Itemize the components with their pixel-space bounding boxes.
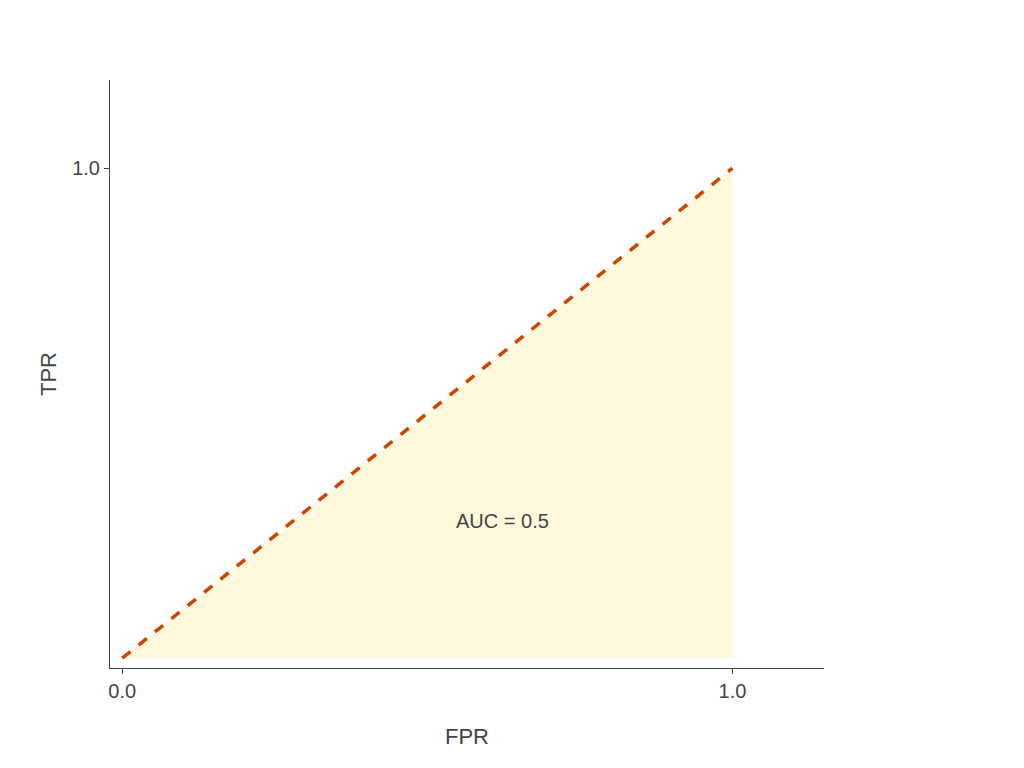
svg-text:1.0: 1.0 (719, 680, 747, 702)
svg-text:AUC = 0.5: AUC = 0.5 (456, 510, 549, 532)
svg-text:TPR: TPR (36, 352, 61, 396)
svg-text:0.0: 0.0 (108, 680, 136, 702)
svg-text:FPR: FPR (445, 724, 489, 749)
svg-text:1.0: 1.0 (72, 157, 100, 179)
